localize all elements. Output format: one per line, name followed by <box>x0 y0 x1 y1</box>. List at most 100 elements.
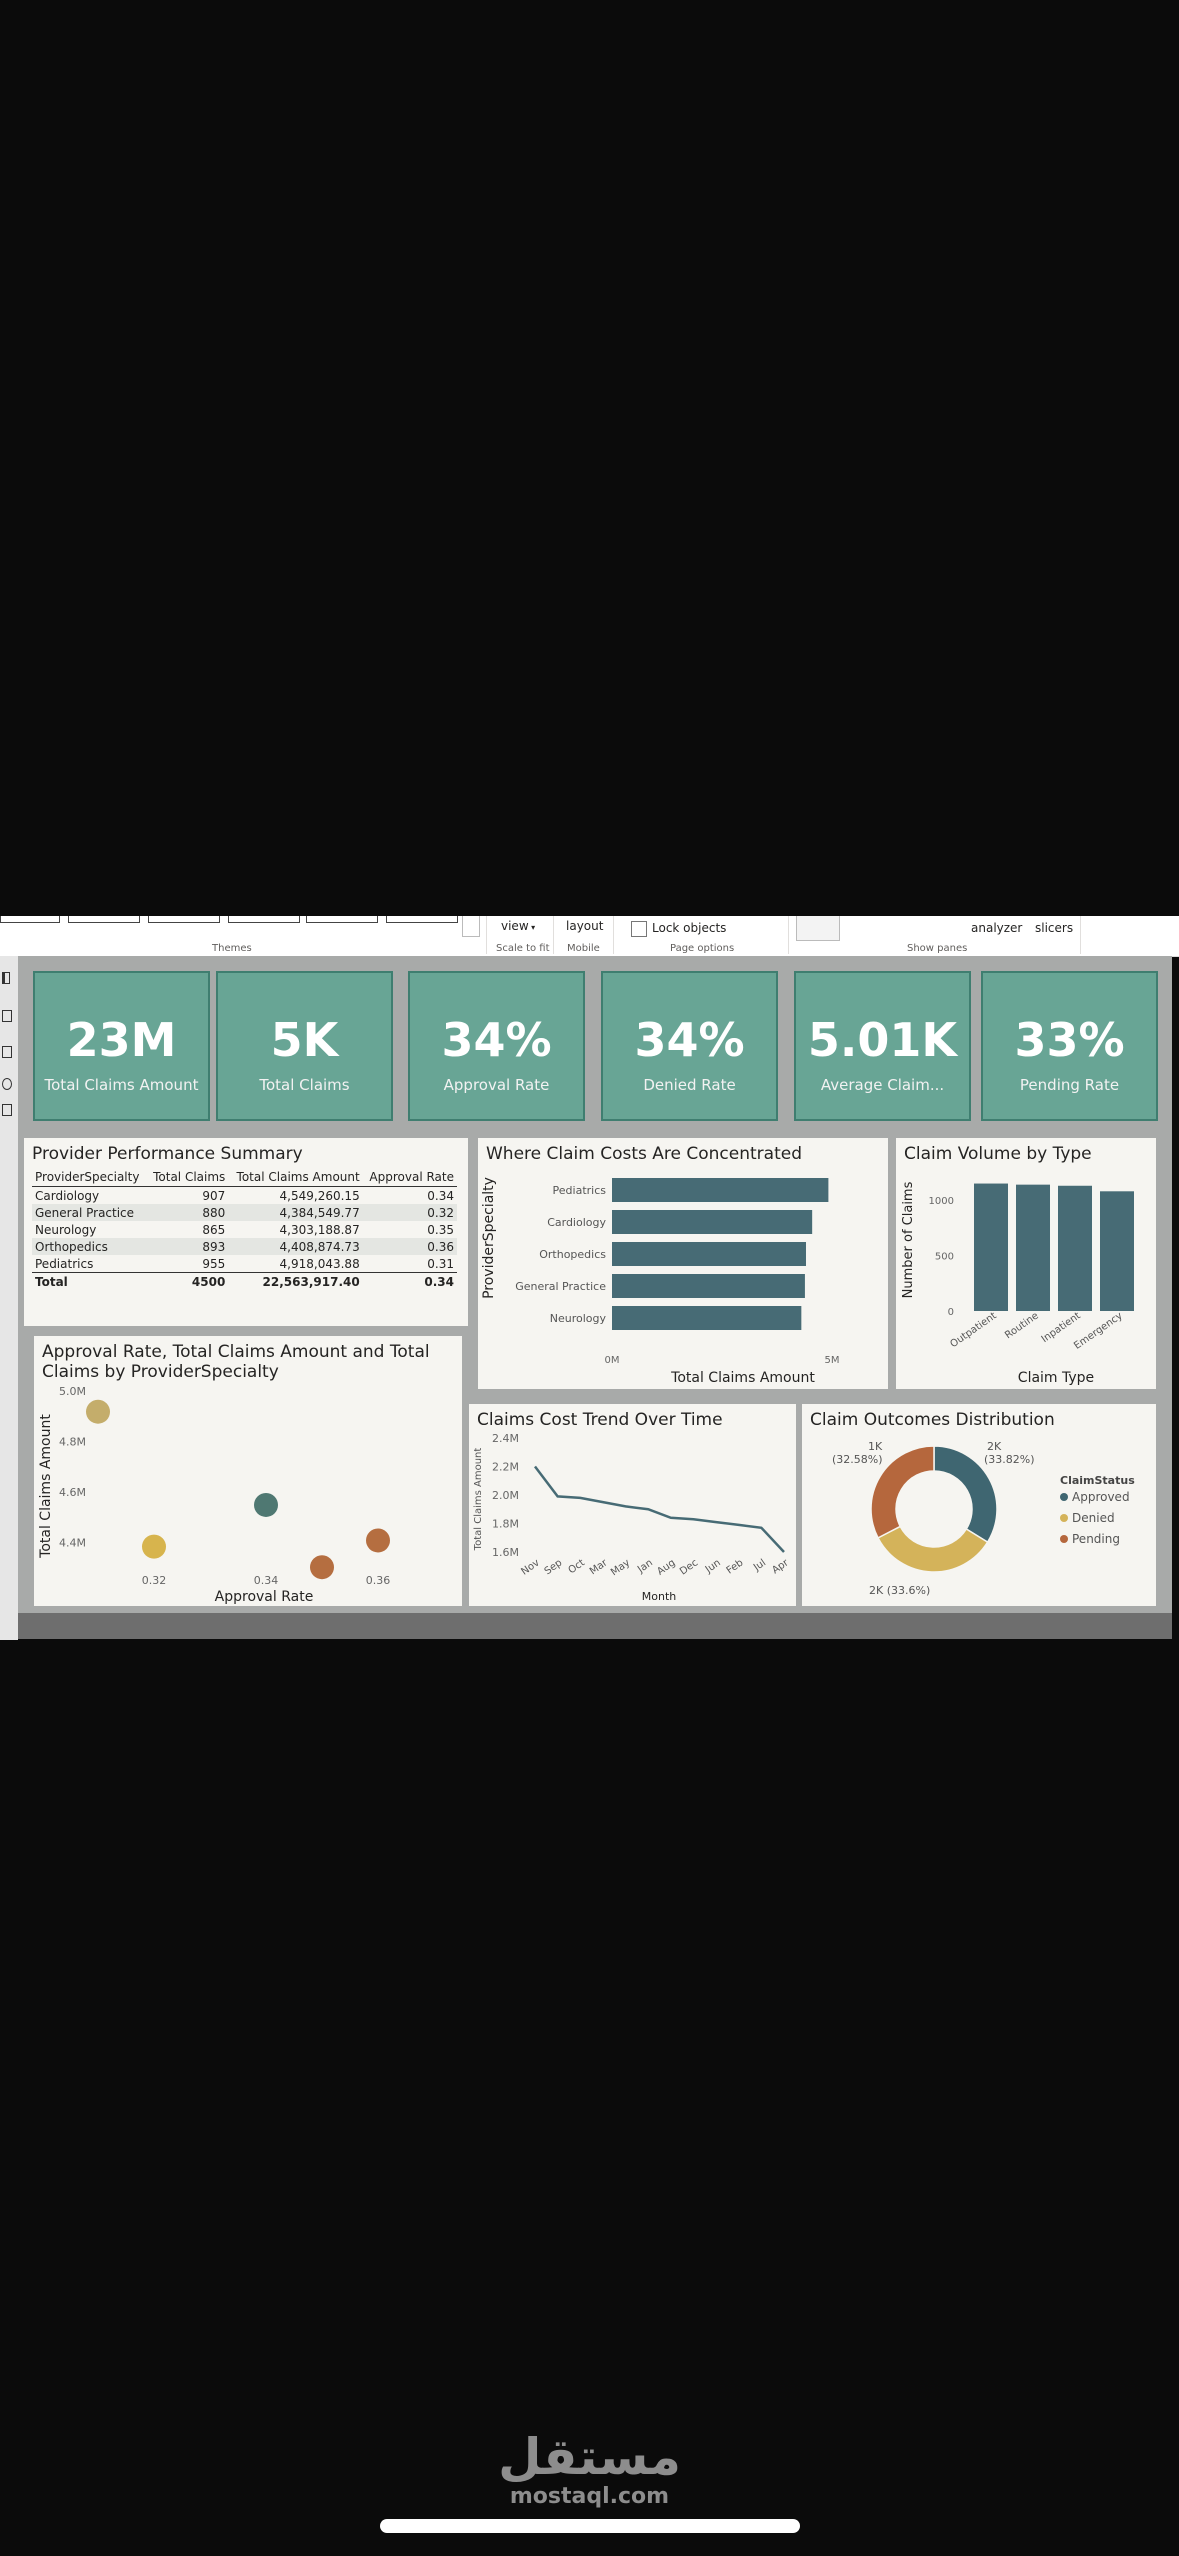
report-canvas: 23M Total Claims Amount 5K Total Claims … <box>18 956 1172 1613</box>
y-tick-label: 5.0M <box>59 1385 86 1398</box>
bar <box>974 1183 1008 1311</box>
ribbon-separator <box>553 916 554 954</box>
kpi-value: 5.01K <box>807 1013 958 1067</box>
cost-concentration-chart: Pediatrics Cardiology Orthopedics General P… <box>481 1177 840 1386</box>
theme-thumbnail[interactable] <box>306 916 378 923</box>
column-header[interactable]: Approval Rate <box>362 1168 457 1187</box>
approval-scatter-visual[interactable]: Approval Rate, Total Claims Amount and T… <box>34 1336 462 1606</box>
kpi-label: Approval Rate <box>443 1076 550 1094</box>
kpi-card-total-claims[interactable]: 5K Total Claims <box>216 971 393 1121</box>
total-cell: 22,563,917.40 <box>228 1272 363 1290</box>
dax-query-icon[interactable] <box>2 1078 12 1090</box>
chart-title: Approval Rate, Total Claims Amount and T… <box>42 1342 430 1382</box>
performance-analyzer-button[interactable]: analyzer <box>971 921 1023 935</box>
column-header[interactable]: ProviderSpecialty <box>32 1168 147 1187</box>
pane-button[interactable] <box>796 916 840 941</box>
claim-volume-chart-visual[interactable]: Claim Volume by Type Outpatient Routine In… <box>896 1138 1156 1389</box>
theme-thumbnail[interactable] <box>228 916 300 923</box>
cost-trend-visual[interactable]: Claims Cost Trend Over Time 1.6M 1.8M 2.0M… <box>469 1404 796 1606</box>
table-row[interactable]: Neurology 865 4,303,188.87 0.35 <box>32 1221 457 1238</box>
themes-more-button[interactable] <box>462 916 480 937</box>
y-tick-label: 1.8M <box>492 1518 519 1531</box>
data-label: (32.58%) <box>832 1453 883 1466</box>
theme-thumbnail[interactable] <box>148 916 220 923</box>
view-dropdown[interactable]: view ▾ <box>501 919 535 933</box>
kpi-card-denied-rate[interactable]: 34% Denied Rate <box>601 971 778 1121</box>
lock-objects-checkbox[interactable] <box>631 921 647 937</box>
scatter-point <box>366 1528 390 1553</box>
mobile-layout-button[interactable]: layout <box>566 919 604 933</box>
table-cell: Cardiology <box>35 1188 100 1203</box>
x-tick-label: May <box>609 1557 632 1578</box>
kpi-label: Total Claims <box>259 1076 350 1094</box>
x-tick-label: 0M <box>605 1355 620 1366</box>
x-axis-title: Approval Rate <box>215 1589 314 1605</box>
cost-concentration-chart-visual[interactable]: Where Claim Costs Are Concentrated Pedia… <box>478 1138 888 1389</box>
kpi-value: 23M <box>66 1013 177 1067</box>
bar <box>612 1306 802 1330</box>
themes-group-label: Themes <box>212 943 252 954</box>
table-cell: Orthopedics <box>32 1238 147 1255</box>
kpi-card-approval-rate[interactable]: 34% Approval Rate <box>408 971 585 1121</box>
sync-slicers-button[interactable]: slicers <box>1035 921 1074 935</box>
x-tick-label: 0.32 <box>142 1574 167 1587</box>
x-tick-label: Sep <box>543 1557 565 1577</box>
y-axis-title: Total Claims Amount <box>473 1448 484 1552</box>
x-axis-title: Total Claims Amount <box>670 1370 815 1386</box>
legend-item: Approved <box>1072 1490 1130 1504</box>
category-tick-label: Pediatrics <box>553 1184 607 1197</box>
kpi-card-pending-rate[interactable]: 33% Pending Rate <box>981 971 1158 1121</box>
legend-marker <box>1060 1535 1068 1543</box>
claim-outcomes-visual[interactable]: Claim Outcomes Distribution 2K (33.82%) 2K… <box>802 1404 1156 1606</box>
kpi-label: Pending Rate <box>1019 1076 1120 1094</box>
home-indicator[interactable] <box>380 2519 800 2533</box>
provider-performance-table-visual[interactable]: Provider Performance Summary ProviderSpe… <box>24 1138 468 1326</box>
table-view-icon[interactable] <box>2 1010 12 1022</box>
table-cell: 893 <box>146 1238 229 1255</box>
x-tick-label: Jul <box>751 1557 768 1574</box>
theme-thumbnail[interactable] <box>386 916 458 923</box>
bar <box>1058 1185 1092 1311</box>
x-tick-label: 5M <box>825 1355 840 1366</box>
x-axis-title: Month <box>642 1590 677 1603</box>
table-row[interactable]: General Practice 880 4,384,549.77 0.32 <box>32 1204 457 1221</box>
theme-thumbnail[interactable] <box>68 916 140 923</box>
theme-thumbnail[interactable] <box>0 916 60 923</box>
legend-title: ClaimStatus <box>1060 1474 1135 1487</box>
page-options-label: Page options <box>670 943 735 954</box>
table-cell: 0.34 <box>427 1188 454 1203</box>
tmdl-view-icon[interactable] <box>2 1104 12 1116</box>
table-row[interactable]: Cardiology 907 4,549,260.15 0.34 <box>32 1187 457 1205</box>
table-cell: Pediatrics <box>35 1256 94 1271</box>
y-tick-label: 1.6M <box>492 1546 519 1559</box>
ribbon: Themes view ▾ Scale to fit layout Mobile… <box>0 916 1179 957</box>
kpi-label: Denied Rate <box>643 1076 736 1094</box>
x-tick-label: Mar <box>588 1557 610 1577</box>
table-cell: 4,918,043.88 <box>279 1256 360 1271</box>
table-cell: 4,549,260.15 <box>279 1188 360 1203</box>
kpi-value: 34% <box>441 1013 552 1067</box>
column-header[interactable]: Total Claims <box>146 1168 229 1187</box>
approval-scatter-chart: 0.32 0.34 0.36 4.4M 4.6M 4.8M 5.0M Approval Rat… <box>38 1385 390 1605</box>
ribbon-separator <box>788 916 789 954</box>
x-tick-label: Apr <box>770 1557 791 1576</box>
ribbon-separator <box>1080 916 1081 954</box>
ribbon-separator <box>613 916 614 954</box>
chevron-down-icon: ▾ <box>528 923 536 932</box>
report-view-icon[interactable] <box>2 972 10 984</box>
column-header[interactable]: Total Claims Amount <box>228 1168 363 1187</box>
x-axis-title: Claim Type <box>1018 1370 1094 1386</box>
table-row[interactable]: Pediatrics 955 4,918,043.88 0.31 <box>32 1255 457 1273</box>
y-tick-label: 0 <box>948 1307 954 1318</box>
table-row[interactable]: Orthopedics 893 4,408,874.73 0.36 <box>32 1238 457 1255</box>
kpi-value: 33% <box>1014 1013 1125 1067</box>
table-cell: 955 <box>202 1256 226 1271</box>
table-title: Provider Performance Summary <box>32 1144 303 1164</box>
kpi-label: Average Claim... <box>820 1076 945 1094</box>
watermark-logo-arabic: مستقل <box>498 2428 681 2486</box>
model-view-icon[interactable] <box>2 1046 12 1058</box>
y-tick-label: 2.4M <box>492 1432 519 1445</box>
kpi-card-average-claim[interactable]: 5.01K Average Claim... <box>794 971 971 1121</box>
kpi-card-total-claims-amount[interactable]: 23M Total Claims Amount <box>33 971 210 1121</box>
category-tick-label: General Practice <box>515 1280 606 1293</box>
